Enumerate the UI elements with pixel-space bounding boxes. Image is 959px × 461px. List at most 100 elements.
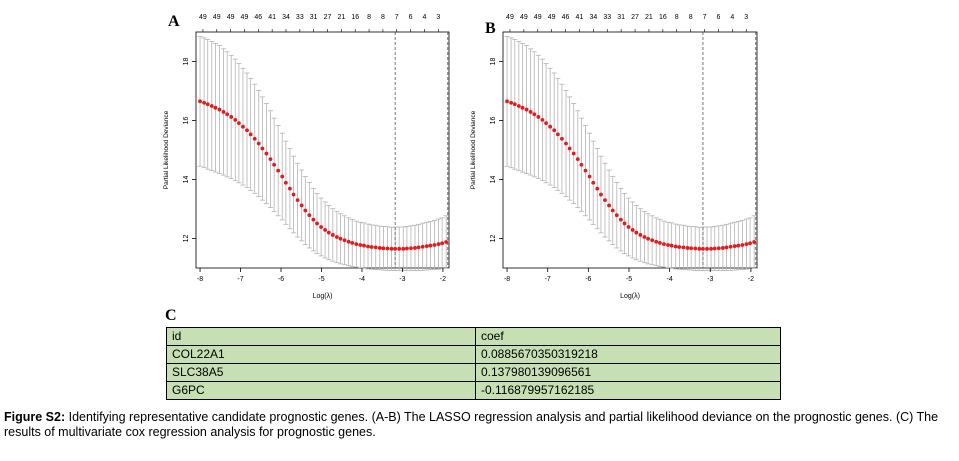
deviance-point [732, 244, 737, 249]
panel-label-b: B [485, 20, 496, 37]
deviance-point [567, 146, 572, 151]
top-axis-label: 46 [254, 14, 262, 21]
coef-cell: -0.116879957162185 [475, 381, 781, 400]
deviance-point [673, 244, 678, 249]
deviance-point [536, 115, 541, 119]
deviance-point [385, 246, 390, 251]
x-axis-title: Log(λ) [313, 293, 333, 300]
deviance-point [720, 246, 725, 250]
x-tick-label: -3 [399, 276, 405, 283]
deviance-point [248, 132, 253, 137]
deviance-point [369, 245, 374, 249]
deviance-point [276, 168, 281, 173]
deviance-point [366, 244, 370, 249]
top-axis-label: 7 [703, 14, 707, 21]
deviance-point [630, 228, 635, 232]
deviance-point [552, 128, 557, 133]
deviance-point [342, 238, 347, 243]
x-tick-label: -7 [237, 276, 243, 283]
caption-text: Identifying representative candidate pro… [4, 410, 939, 439]
table-row: SLC38A5 0.137980139096561 [166, 363, 781, 382]
top-axis-label: 3 [436, 14, 440, 21]
y-tick-label: 18 [490, 58, 497, 66]
top-axis-label: 27 [324, 14, 332, 21]
deviance-point [299, 203, 304, 208]
deviance-point [413, 246, 417, 250]
top-axis-label: 46 [562, 14, 570, 21]
deviance-point [603, 198, 607, 203]
deviance-point [693, 246, 698, 251]
figure-caption: Figure S2: Identifying representative ca… [4, 410, 954, 440]
gene-id-cell: G6PC [166, 381, 476, 400]
deviance-point [681, 245, 686, 250]
x-tick-label: -4 [667, 276, 673, 283]
top-axis-label: 8 [689, 14, 693, 21]
deviance-point [323, 228, 328, 232]
deviance-point [705, 246, 709, 251]
deviance-point [233, 118, 238, 122]
deviance-point [638, 233, 643, 237]
x-tick-label: -5 [318, 276, 324, 283]
top-axis-label: 49 [241, 14, 249, 21]
deviance-point [709, 246, 713, 251]
deviance-point [716, 246, 721, 251]
top-axis-label: 4 [422, 14, 426, 21]
deviance-point [280, 174, 285, 179]
deviance-point [736, 243, 741, 248]
deviance-point [571, 151, 576, 156]
top-axis-label: 8 [381, 14, 385, 21]
x-tick-label: -6 [585, 276, 591, 283]
gene-id-cell: id [166, 327, 476, 346]
deviance-point [362, 243, 366, 248]
deviance-point [544, 121, 548, 126]
deviance-point [677, 245, 682, 249]
deviance-point [610, 208, 615, 213]
deviance-point [618, 217, 623, 222]
deviance-point [701, 246, 705, 251]
top-axis-label: 7 [395, 14, 399, 21]
deviance-point [509, 100, 514, 105]
deviance-point [634, 230, 639, 235]
deviance-point [516, 104, 521, 108]
x-tick-label: -5 [626, 276, 632, 283]
deviance-point [405, 246, 409, 251]
deviance-point [354, 242, 359, 247]
deviance-point [295, 198, 300, 203]
top-axis-label: 49 [213, 14, 221, 21]
deviance-point [607, 203, 611, 208]
deviance-point [575, 157, 580, 162]
gene-id-cell: SLC38A5 [166, 363, 476, 382]
deviance-point [389, 246, 394, 251]
x-tick-label: -3 [707, 276, 713, 283]
x-tick-label: -2 [440, 276, 446, 283]
deviance-point [512, 102, 517, 107]
deviance-point [744, 242, 749, 247]
deviance-point [548, 124, 553, 129]
deviance-point [579, 162, 584, 167]
gene-id-cell: COL22A1 [166, 345, 476, 364]
deviance-point [528, 110, 533, 114]
top-axis-label: 49 [506, 14, 514, 21]
deviance-point [202, 100, 206, 105]
deviance-point [440, 241, 445, 246]
top-axis-label: 33 [603, 14, 611, 21]
caption-label: Figure S2: [4, 410, 66, 424]
deviance-point [520, 105, 525, 110]
deviance-point [595, 186, 600, 191]
deviance-point [642, 235, 647, 239]
deviance-point [315, 221, 319, 226]
top-axis-label: 21 [645, 14, 653, 21]
deviance-point [268, 157, 273, 162]
deviance-point [205, 102, 210, 107]
deviance-point [221, 110, 226, 114]
x-tick-label: -6 [278, 276, 284, 283]
deviance-point [217, 107, 222, 112]
y-tick-label: 14 [183, 176, 190, 184]
deviance-point [689, 246, 694, 251]
deviance-point [540, 118, 545, 122]
deviance-point [564, 141, 568, 146]
deviance-point [237, 121, 241, 126]
x-tick-label: -2 [748, 276, 754, 283]
